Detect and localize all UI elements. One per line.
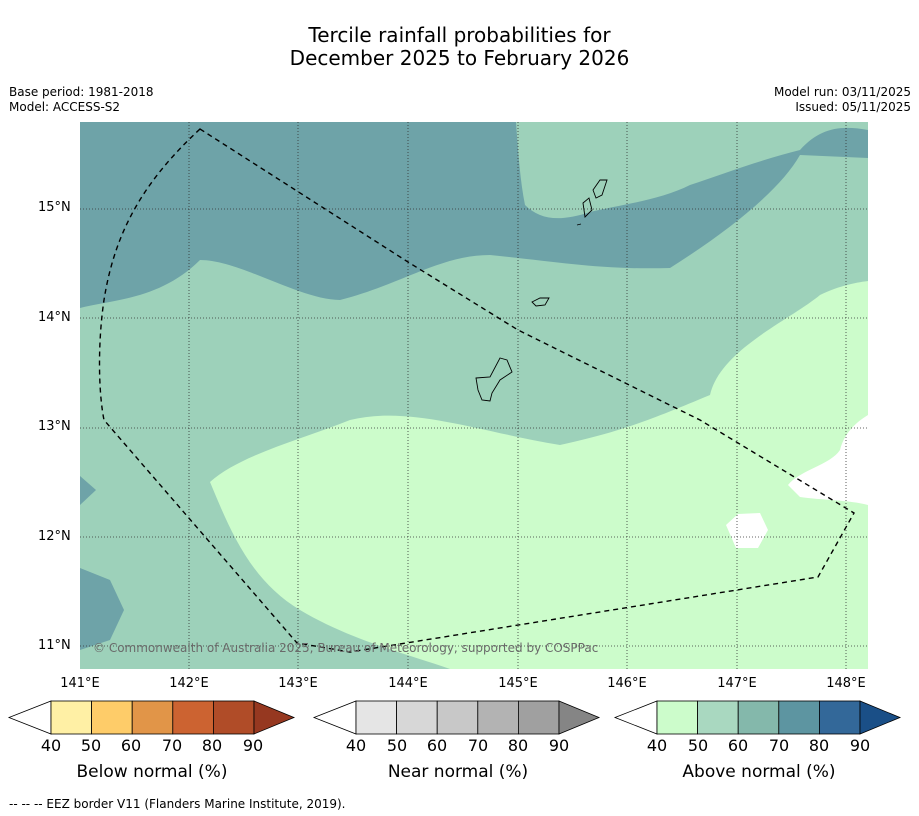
below-tick-90: 90 xyxy=(242,736,264,755)
lat-label-15n: 15°N xyxy=(38,200,71,215)
near-tick-40: 40 xyxy=(345,736,367,755)
lon-label-145e: 145°E xyxy=(498,676,538,691)
below-colorbar-segment xyxy=(91,700,133,735)
region-no-dominant-1 xyxy=(726,513,768,548)
map-title-line-2: December 2025 to February 2026 xyxy=(289,46,630,70)
above-tick-50: 50 xyxy=(687,736,709,755)
model-name: Model: ACCESS-S2 xyxy=(9,100,121,114)
region-above-40-50 xyxy=(210,281,868,669)
copyright-notice: © Commonwealth of Australia 2025, Bureau… xyxy=(93,641,599,655)
lon-label-141e: 141°E xyxy=(60,676,100,691)
near-tick-50: 50 xyxy=(386,736,408,755)
eez-footnote: -- -- -- EEZ border V11 (Flanders Marine… xyxy=(9,797,346,811)
below-tick-40: 40 xyxy=(40,736,62,755)
above-normal-label: Above normal (%) xyxy=(682,762,836,782)
above-colorbar-segment xyxy=(778,700,820,735)
above-tick-60: 60 xyxy=(727,736,749,755)
near-tick-70: 70 xyxy=(467,736,489,755)
lon-label-144e: 144°E xyxy=(388,676,428,691)
below-colorbar-segment xyxy=(172,700,214,735)
near-colorbar-segment xyxy=(436,700,479,735)
tinian-island xyxy=(582,197,593,218)
above-colorbar-segment xyxy=(819,700,861,735)
lon-label-142e: 142°E xyxy=(169,676,209,691)
near-colorbar-max-extend xyxy=(558,700,601,735)
lat-label-11n: 11°N xyxy=(38,638,71,653)
near-tick-60: 60 xyxy=(426,736,448,755)
model-info: Base period: 1981-2018 Model: ACCESS-S2 xyxy=(9,85,154,115)
near-colorbar-segment xyxy=(396,700,438,735)
below-colorbar-segment xyxy=(212,700,255,735)
below-tick-60: 60 xyxy=(120,736,142,755)
above-tick-80: 80 xyxy=(808,736,830,755)
near-colorbar-min-extend xyxy=(312,700,357,735)
eez-border xyxy=(98,128,855,653)
above-colorbar-segment xyxy=(656,700,698,735)
below-normal-label: Below normal (%) xyxy=(76,762,228,782)
guam-island xyxy=(475,357,513,402)
above-colorbar-min-extend xyxy=(613,700,658,735)
lat-label-13n: 13°N xyxy=(38,419,71,434)
region-no-dominant-2 xyxy=(788,415,868,505)
lon-label-146e: 146°E xyxy=(607,676,647,691)
run-info: Model run: 03/11/2025 Issued: 05/11/2025 xyxy=(774,85,911,115)
below-tick-80: 80 xyxy=(201,736,223,755)
near-colorbar-segment xyxy=(477,700,519,735)
below-tick-50: 50 xyxy=(80,736,102,755)
below-tick-70: 70 xyxy=(161,736,183,755)
rota-island xyxy=(531,297,550,307)
near-colorbar-segment xyxy=(518,700,560,735)
below-colorbar-min-extend xyxy=(7,700,52,735)
model-run-date: Model run: 03/11/2025 xyxy=(773,85,911,99)
above-tick-40: 40 xyxy=(646,736,668,755)
lon-label-147e: 147°E xyxy=(717,676,757,691)
near-colorbar-segment xyxy=(355,700,397,735)
saipan-island xyxy=(592,179,608,199)
above-colorbar-segment xyxy=(697,700,739,735)
near-normal-label: Near normal (%) xyxy=(387,762,529,782)
above-colorbar-segment xyxy=(737,700,780,735)
lat-label-12n: 12°N xyxy=(38,529,71,544)
below-colorbar-max-extend xyxy=(253,700,296,735)
issued-date: Issued: 05/11/2025 xyxy=(795,100,911,114)
base-period: Base period: 1981-2018 xyxy=(9,85,154,99)
above-tick-90: 90 xyxy=(849,736,871,755)
above-tick-70: 70 xyxy=(768,736,790,755)
below-colorbar-segment xyxy=(131,700,174,735)
graticule xyxy=(80,122,868,669)
below-colorbar-segment xyxy=(50,700,92,735)
islands xyxy=(475,179,608,402)
near-tick-90: 90 xyxy=(548,736,570,755)
near-tick-80: 80 xyxy=(507,736,529,755)
lon-label-143e: 143°E xyxy=(278,676,318,691)
map-title-line-1: Tercile rainfall probabilities for xyxy=(308,23,611,47)
lon-label-148e: 148°E xyxy=(826,676,866,691)
lat-label-14n: 14°N xyxy=(38,310,71,325)
above-colorbar-max-extend xyxy=(859,700,902,735)
